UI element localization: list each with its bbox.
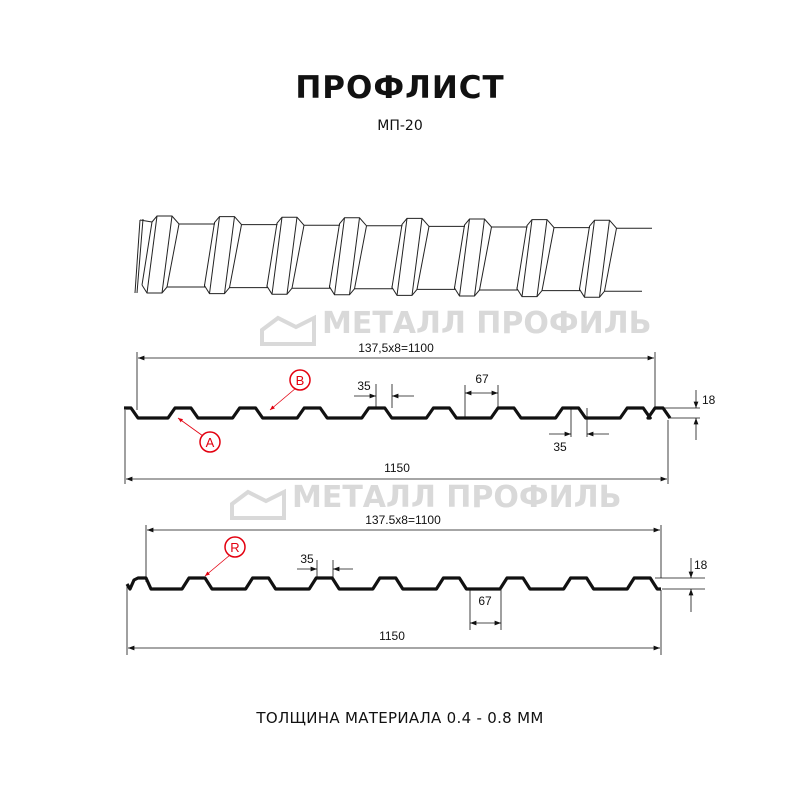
sheet-edge (266, 223, 278, 287)
watermark-2-text: МЕТАЛЛ ПРОФИЛЬ (292, 480, 622, 515)
sheet-edge (604, 228, 617, 292)
sheet-edge (146, 215, 158, 294)
sheet-edge (411, 218, 423, 296)
rib-top-label-a: 35 (357, 379, 371, 393)
sheet-edge (479, 226, 492, 291)
sheet-edge (166, 223, 180, 288)
watermark-1-text: МЕТАЛЛ ПРОФИЛЬ (322, 306, 652, 341)
material-thickness: ТОЛЩИНА МАТЕРИАЛА 0.4 - 0.8 ММ (256, 709, 544, 727)
rib-top-label-a-2: 35 (553, 440, 567, 454)
sheet-edge (354, 225, 367, 289)
sheet-edge (141, 221, 153, 286)
model-subtitle: МП-20 (377, 118, 423, 134)
width-label-b: 1150 (379, 629, 405, 643)
sheet-edge (271, 217, 283, 295)
sheet-edge (161, 215, 173, 294)
sheet-edge (139, 219, 153, 223)
sheet-edge (136, 218, 144, 294)
width-label-a: 1150 (384, 461, 410, 475)
height-label-a: 18 (702, 393, 716, 407)
sheet-3d-view (134, 215, 652, 298)
marker-b-label: B (296, 373, 305, 388)
sheet-edge (459, 218, 470, 297)
sheet-edge (516, 225, 528, 289)
sheet-edge (134, 219, 141, 294)
watermark-2: МЕТАЛЛ ПРОФИЛЬ (230, 480, 622, 520)
sheet-edge (416, 226, 430, 290)
sheet-edge (454, 224, 465, 289)
sheet-edge (349, 217, 360, 295)
pitch-label-b: 137.5x8=1100 (365, 513, 441, 527)
sheet-edge (521, 219, 533, 297)
sheet-edge (334, 217, 345, 295)
sheet-outline (151, 215, 652, 229)
sheet-edge (209, 216, 220, 294)
marker-a-label: A (206, 435, 215, 450)
rib-base-label-a: 67 (475, 372, 489, 386)
pitch-label-a: 137,5x8=1100 (358, 341, 434, 355)
sheet-edge (396, 218, 408, 296)
marker-r (224, 536, 246, 558)
marker-b (289, 369, 311, 391)
sheet-edge (541, 227, 555, 291)
sheet-edge (224, 216, 235, 294)
sheet-edge (599, 220, 610, 298)
profile-b: 137.5x8=1100 35 67 18 1150 R (125, 513, 708, 655)
sheet-edge (391, 224, 403, 288)
watermark-1: МЕТАЛЛ ПРОФИЛЬ (260, 306, 652, 346)
sheet-outline (141, 283, 642, 298)
profile-a-outline (124, 406, 672, 420)
rib-top-label-b: 35 (300, 552, 314, 566)
marker-a (199, 431, 221, 453)
sheet-edge (579, 226, 590, 290)
profile-b-outline (125, 576, 661, 591)
sheet-edge (329, 223, 340, 287)
page-title: ПРОФЛИСТ (295, 70, 505, 106)
sheet-edge (474, 218, 485, 297)
marker-r-label: R (230, 540, 239, 555)
rib-base-label-b: 67 (478, 594, 492, 608)
sheet-edge (204, 222, 215, 286)
profile-a: 137,5x8=1100 35 67 35 18 1150 B A (124, 341, 716, 484)
sheet-edge (229, 224, 242, 288)
sheet-edge (286, 217, 298, 295)
sheet-edge (291, 225, 305, 289)
sheet-edge (536, 219, 548, 297)
height-label-b: 18 (694, 558, 708, 572)
sheet-edge (584, 220, 595, 298)
